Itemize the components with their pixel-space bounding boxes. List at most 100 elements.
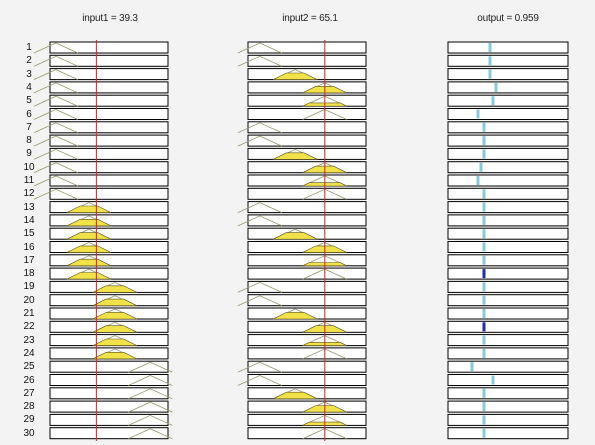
output-marker bbox=[488, 43, 492, 52]
rule-cell bbox=[447, 187, 569, 200]
mf-shape bbox=[237, 122, 282, 134]
rule-number: 18 bbox=[23, 268, 35, 280]
rule-number: 20 bbox=[23, 294, 35, 306]
rule-cell bbox=[447, 413, 569, 426]
output-marker bbox=[488, 56, 492, 66]
rule-cell bbox=[447, 307, 569, 320]
mf-shape bbox=[33, 175, 79, 187]
mf-shape bbox=[33, 95, 79, 107]
rule-number: 10 bbox=[23, 161, 35, 173]
rule-cell bbox=[447, 161, 569, 174]
rule-cell bbox=[49, 360, 169, 373]
rule-cell bbox=[49, 227, 169, 240]
mf-active-region bbox=[273, 72, 318, 80]
rule-cell bbox=[49, 174, 169, 187]
rule-cell bbox=[49, 121, 169, 134]
mf-active-region bbox=[92, 298, 138, 307]
rule-number: 23 bbox=[23, 334, 35, 346]
rule-cell bbox=[49, 68, 169, 81]
output-marker bbox=[482, 402, 486, 412]
output-marker bbox=[476, 176, 480, 185]
rule-cell bbox=[247, 108, 367, 120]
rule-number: 1 bbox=[26, 42, 32, 53]
mf-shape bbox=[128, 361, 173, 373]
output-marker bbox=[482, 255, 486, 265]
mf-shape bbox=[128, 375, 173, 386]
mf-active-region bbox=[273, 391, 318, 400]
rule-number: 17 bbox=[23, 254, 35, 266]
mf-shape bbox=[128, 401, 173, 413]
rule-cell bbox=[247, 41, 367, 54]
rule-cell bbox=[49, 161, 169, 174]
mf-shape bbox=[237, 202, 282, 213]
rule-number: 14 bbox=[23, 214, 35, 226]
rule-number: 30 bbox=[23, 427, 35, 439]
rule-number: 29 bbox=[23, 414, 35, 426]
rule-number: 15 bbox=[23, 228, 35, 240]
rule-number: 6 bbox=[26, 108, 32, 120]
rule-cell bbox=[447, 280, 569, 293]
rule-cell bbox=[247, 134, 367, 147]
rule-number: 7 bbox=[26, 121, 32, 133]
rule-cell bbox=[447, 214, 569, 227]
mf-active-region bbox=[92, 351, 138, 360]
output-marker bbox=[470, 362, 474, 372]
rule-cell bbox=[247, 201, 367, 214]
mf-shape bbox=[33, 122, 79, 134]
rule-number: 9 bbox=[26, 148, 32, 160]
mf-active-region bbox=[273, 152, 318, 160]
rule-cell bbox=[247, 360, 367, 373]
rule-number: 25 bbox=[23, 361, 35, 373]
rule-cell bbox=[49, 147, 169, 160]
rule-cell bbox=[49, 413, 169, 426]
output-marker bbox=[482, 335, 486, 345]
rule-cell bbox=[447, 360, 569, 373]
output-marker bbox=[479, 162, 483, 172]
rule-number: 13 bbox=[23, 201, 35, 213]
rule-cell bbox=[49, 81, 169, 94]
rule-cell bbox=[49, 400, 169, 413]
mf-shape bbox=[33, 109, 79, 120]
rule-number: 22 bbox=[23, 321, 35, 333]
rule-cell bbox=[247, 280, 367, 293]
rule-cell bbox=[447, 227, 569, 240]
mf-shape bbox=[33, 69, 79, 80]
mf-shape bbox=[237, 55, 282, 67]
rule-cell bbox=[247, 187, 367, 200]
rule-cell bbox=[49, 134, 169, 147]
rule-cell bbox=[447, 201, 569, 214]
rule-cell bbox=[447, 374, 569, 386]
output-marker bbox=[482, 149, 486, 159]
mf-shape bbox=[237, 215, 282, 227]
mf-shape bbox=[33, 148, 79, 160]
rule-cell bbox=[49, 254, 169, 267]
rule-cell bbox=[447, 400, 569, 413]
rule-cell bbox=[447, 108, 569, 120]
rule-number: 3 bbox=[26, 68, 32, 80]
mf-active-region bbox=[273, 232, 318, 240]
output-marker bbox=[494, 82, 498, 92]
mf-shape bbox=[33, 55, 79, 67]
rule-cell bbox=[447, 134, 569, 147]
rule-number: 27 bbox=[23, 387, 35, 399]
rule-cell bbox=[247, 374, 367, 386]
rule-number: 8 bbox=[26, 135, 32, 147]
rule-cell bbox=[447, 347, 569, 360]
rule-cell bbox=[447, 334, 569, 347]
rule-cell bbox=[247, 347, 367, 360]
rule-cell bbox=[447, 294, 569, 307]
output-marker bbox=[482, 309, 486, 318]
rule-cell bbox=[447, 81, 569, 94]
rule-cell bbox=[247, 121, 367, 134]
rule-cell bbox=[447, 241, 569, 253]
output-marker bbox=[482, 242, 486, 252]
rule-cell bbox=[447, 54, 569, 67]
rule-number: 4 bbox=[26, 81, 32, 93]
output-marker bbox=[482, 348, 486, 358]
output-marker bbox=[482, 428, 486, 438]
mf-shape bbox=[128, 428, 173, 440]
output-title: output = 0.959 bbox=[477, 13, 539, 24]
mf-shape bbox=[128, 414, 173, 426]
rule-cell bbox=[49, 374, 169, 386]
